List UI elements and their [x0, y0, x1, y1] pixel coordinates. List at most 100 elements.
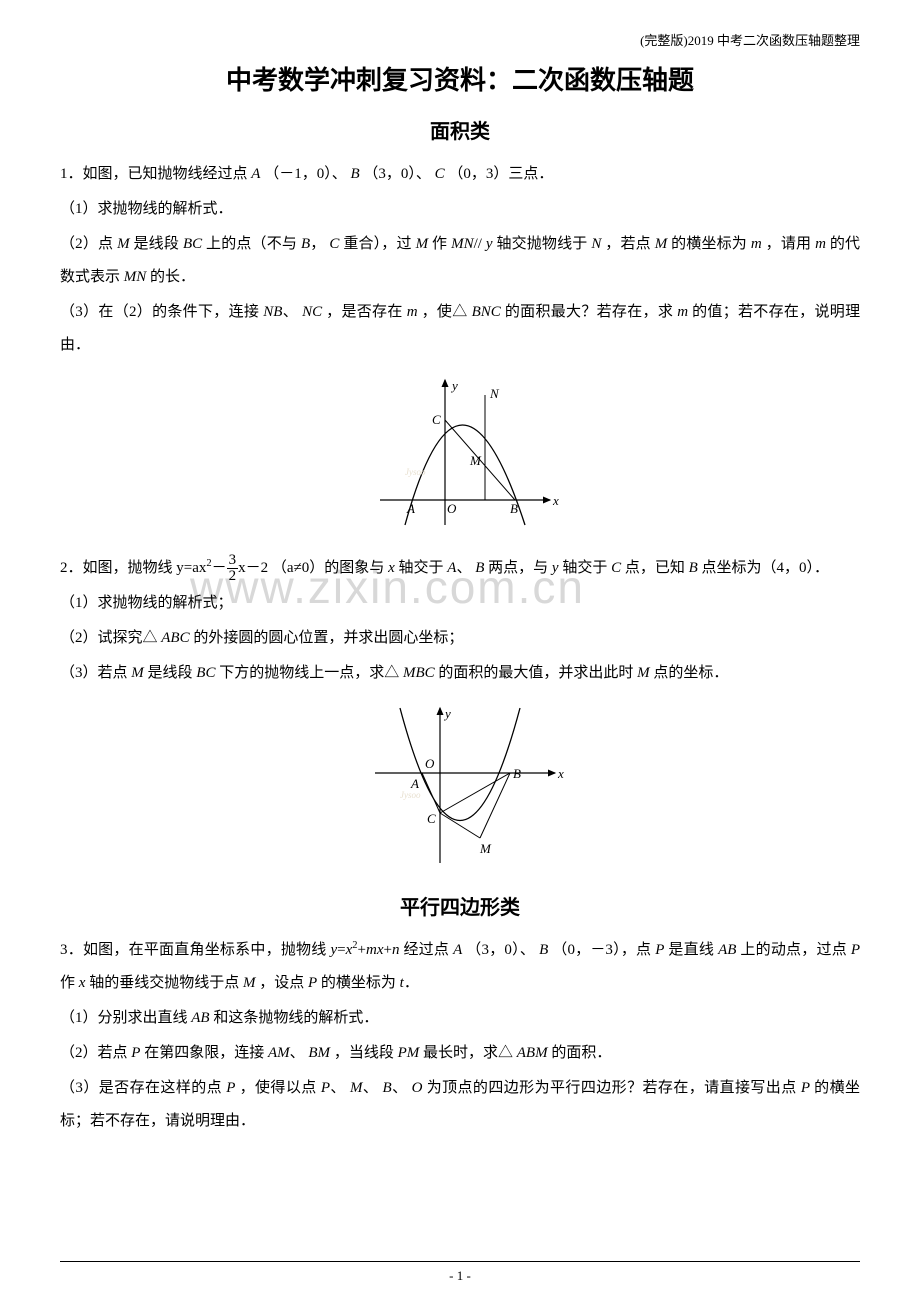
fig1-B: B [510, 501, 518, 516]
label-M: M [117, 236, 130, 252]
t: （a≠0）的图象与 [272, 560, 384, 576]
t: 的面积． [551, 1045, 611, 1061]
p1-ptC: （0，3）三点． [448, 166, 553, 182]
p1-q2: （2）点 M 是线段 BC 上的点（不与 B， C 重合），过 M 作 MN//… [60, 228, 860, 294]
t: （2）若点 [60, 1045, 128, 1061]
t: 为顶点的四边形为平行四边形？若存在，请直接写出点 [427, 1080, 797, 1096]
label-AM: AM [268, 1045, 290, 1061]
t: 是直线 [668, 942, 714, 958]
label-BC: BC [183, 236, 202, 252]
label-x2: x [388, 560, 395, 576]
label-O2: O [412, 1080, 423, 1096]
label-P4: P [131, 1045, 140, 1061]
t: （2）点 [60, 236, 113, 252]
label-MN: MN [451, 236, 474, 252]
t: 上的点（不与 [206, 236, 297, 252]
p1-intro: 1．如图，已知抛物线经过点 A （－1，0）、 B （3，0）、 C （0，3）… [60, 158, 860, 191]
label-M7: M [243, 975, 256, 991]
p3-intro: 3．如图，在平面直角坐标系中，抛物线 y=x2+mx+n 经过点 A （3，0）… [60, 934, 860, 1000]
t: 点坐标为（4，0）． [702, 560, 830, 576]
t: 重合），过 [343, 236, 411, 252]
label-PM: PM [398, 1045, 420, 1061]
label-M6: M [637, 665, 650, 681]
t: ，请用 [766, 236, 812, 252]
p1-intro-text: 1．如图，已知抛物线经过点 [60, 166, 248, 182]
fig1-svg: y x A O B C N M Jysoo [350, 370, 570, 535]
label-ABM: ABM [517, 1045, 548, 1061]
p3-q2: （2）若点 P 在第四象限，连接 AM、 BM ，当线段 PM 最长时，求△ A… [60, 1037, 860, 1070]
p2-intro: 2．如图，抛物线 y=ax2－32x－2 （a≠0）的图象与 x 轴交于 A、 … [60, 552, 860, 585]
p2-q3: （3）若点 M 是线段 BC 下方的抛物线上一点，求△ MBC 的面积的最大值，… [60, 657, 860, 690]
label-P7: P [801, 1080, 810, 1096]
label-m: m [751, 236, 762, 252]
p1-q1: （1）求抛物线的解析式． [60, 193, 860, 226]
label-NC: NC [302, 304, 322, 320]
p3-q3: （3）是否存在这样的点 P ，使得以点 P、 M、 B、 O 为顶点的四边形为平… [60, 1072, 860, 1138]
label-MN2: MN [124, 269, 147, 285]
label-A: A [251, 166, 260, 182]
label-C: C [435, 166, 445, 182]
t: （3）在（2）的条件下，连接 [60, 304, 259, 320]
label-BC2: BC [196, 665, 215, 681]
label-AB: AB [718, 942, 736, 958]
t: 点的坐标． [653, 665, 728, 681]
label-N: N [591, 236, 601, 252]
p3-q1: （1）分别求出直线 AB 和这条抛物线的解析式． [60, 1002, 860, 1035]
label-y3: y [552, 560, 559, 576]
eq2: y=ax2－32x－2 [176, 560, 268, 576]
label-P2: P [851, 942, 860, 958]
label-BNC: BNC [472, 304, 501, 320]
label-y: y [486, 236, 493, 252]
t: 下方的抛物线上一点，求△ [219, 665, 399, 681]
fig1-y-label: y [450, 378, 458, 393]
t: 上的动点，过点 [740, 942, 847, 958]
content-wrapper: 中考数学冲刺复习资料：二次函数压轴题 面积类 1．如图，已知抛物线经过点 A （… [60, 60, 860, 1138]
t: 3．如图，在平面直角坐标系中，抛物线 [60, 942, 326, 958]
t: 的面积最大？若存在，求 [505, 304, 673, 320]
label-B4: B [689, 560, 698, 576]
t: 的横坐标为 [321, 975, 396, 991]
fig2-svg: y x O A B C M Jysoo [345, 698, 575, 868]
p2-q1: （1）求抛物线的解析式； [60, 587, 860, 620]
t: （2）试探究△ [60, 630, 158, 646]
label-ABC: ABC [161, 630, 189, 646]
label-B3: B [475, 560, 484, 576]
figure-2: y x O A B C M Jysoo [60, 698, 860, 873]
label-t: t [400, 975, 404, 991]
label-M8: M [350, 1080, 363, 1096]
fig2-O: O [425, 756, 435, 771]
t: 作 [60, 975, 75, 991]
label-M3: M [655, 236, 668, 252]
t: 是线段 [134, 236, 180, 252]
footer-divider [60, 1261, 860, 1262]
t: （3）是否存在这样的点 [60, 1080, 222, 1096]
fig1-A: A [406, 501, 415, 516]
t: （0，－3），点 [552, 942, 651, 958]
title-main: 中考数学冲刺复习资料：二次函数压轴题 [60, 60, 860, 97]
label-MBC: MBC [403, 665, 435, 681]
eq3d: n [392, 942, 400, 958]
t: （1）分别求出直线 [60, 1010, 188, 1026]
label-B2: B [301, 236, 310, 252]
label-B6: B [383, 1080, 392, 1096]
t: 最长时，求△ [423, 1045, 513, 1061]
label-M2: M [416, 236, 429, 252]
label-AB2: AB [191, 1010, 209, 1026]
t: 和这条抛物线的解析式． [213, 1010, 378, 1026]
eq3: y [330, 942, 337, 958]
t: 经过点 [403, 942, 449, 958]
p2-q2: （2）试探究△ ABC 的外接圆的圆心位置，并求出圆心坐标； [60, 622, 860, 655]
fig1-O: O [447, 501, 457, 516]
fig1-M: M [469, 453, 482, 468]
header-note: (完整版)2019 中考二次函数压轴题整理 [640, 30, 860, 49]
t: 轴交抛物线于 [496, 236, 587, 252]
page-number: - 1 - [0, 1268, 920, 1284]
t: ，设点 [259, 975, 304, 991]
label-B5: B [539, 942, 548, 958]
fig1-C: C [432, 412, 441, 427]
t: （3）若点 [60, 665, 128, 681]
t: （3，0）、 [466, 942, 535, 958]
section-area-title: 面积类 [60, 115, 860, 144]
section-parallel-title: 平行四边形类 [60, 891, 860, 920]
label-P3: P [308, 975, 317, 991]
